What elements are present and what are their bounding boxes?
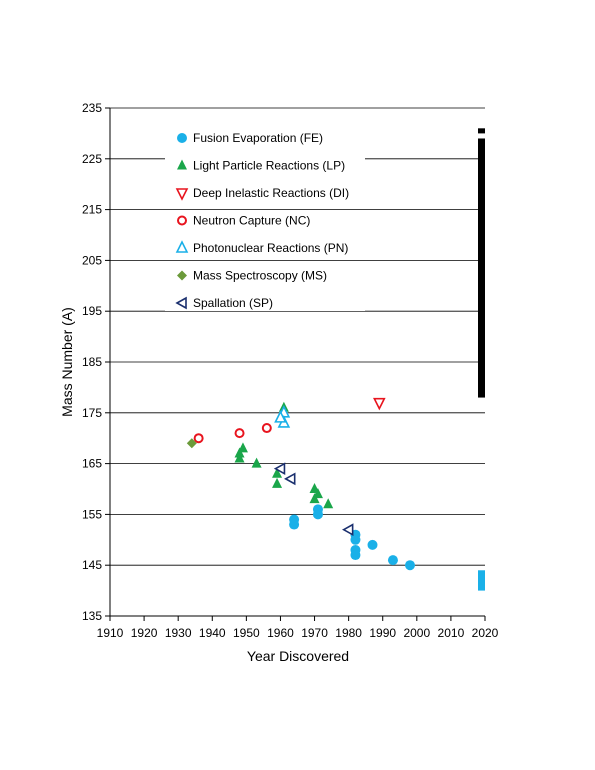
y-tick-label: 185 [82, 355, 102, 369]
legend-label: Spallation (SP) [193, 296, 273, 310]
data-points [186, 397, 415, 571]
x-tick-label: 1970 [301, 626, 328, 640]
x-tick-label: 2000 [403, 626, 430, 640]
legend-bg [165, 240, 365, 256]
x-tick-label: 1990 [369, 626, 396, 640]
point-lp [272, 467, 283, 478]
y-tick-label: 235 [82, 101, 102, 115]
y-axis-title: Mass Number (A) [59, 307, 75, 417]
point-di [373, 397, 386, 411]
x-tick-label: 1940 [199, 626, 226, 640]
point-sp [284, 472, 296, 486]
legend-label: Deep Inelastic Reactions (DI) [193, 186, 349, 200]
x-tick-label: 1920 [131, 626, 158, 640]
point-fe [350, 550, 361, 561]
point-fe [405, 560, 415, 571]
y-tick-label: 205 [82, 253, 102, 267]
point-nc [234, 428, 245, 439]
y-ticks: 135 145 155 165 175 185 195 205 215 225 235 [82, 101, 110, 623]
point-fe [367, 539, 378, 550]
bar-2020 [478, 128, 485, 134]
legend-bg [165, 267, 365, 284]
legend-bg [165, 212, 365, 229]
legend-label: Fusion Evaporation (FE) [193, 131, 323, 145]
bar-2020 [478, 570, 485, 591]
legend-marker-pn [175, 240, 189, 253]
legend-marker-lp [177, 159, 187, 170]
point-lp [272, 477, 283, 488]
point-fe [387, 555, 398, 566]
legend-label: Light Particle Reactions (LP) [193, 159, 345, 173]
point-lp [234, 452, 245, 463]
point-lp [234, 447, 245, 458]
legend-marker-sp [175, 296, 187, 310]
legend-marker-fe [177, 133, 187, 143]
point-sp [273, 462, 286, 476]
y-tick-label: 155 [82, 507, 102, 521]
legend-label: Photonuclear Reactions (PN) [193, 241, 348, 255]
x-tick-label: 1980 [335, 626, 362, 640]
point-sp [341, 523, 354, 536]
x-tick-label: 1910 [97, 626, 124, 640]
point-lp [251, 457, 262, 468]
x-axis-title: Year Discovered [247, 648, 349, 664]
bar-2020 [478, 138, 485, 398]
x-tick-label: 1950 [233, 626, 260, 640]
point-pn [274, 410, 287, 423]
y-tick-label: 215 [82, 203, 102, 217]
y-tick-label: 135 [82, 609, 102, 623]
legend-bg [165, 185, 365, 201]
y-tick-label: 175 [82, 406, 102, 420]
x-tick-label: 2020 [472, 626, 499, 640]
legend-bg [165, 130, 365, 146]
x-tick-label: 1930 [165, 626, 192, 640]
gridlines [110, 107, 485, 566]
point-lp [312, 488, 323, 499]
y-tick-label: 195 [82, 304, 102, 318]
legend-bg [165, 295, 365, 311]
point-fe [312, 509, 323, 520]
legend-label: Neutron Capture (NC) [193, 214, 310, 228]
point-ms [186, 438, 197, 449]
x-ticks: 1910 1920 1930 1940 1950 1960 1970 1980 1990 2000… [97, 616, 499, 640]
legend-marker-nc [177, 215, 187, 226]
legend-bg [165, 157, 365, 174]
point-lp [237, 442, 248, 453]
y-tick-label: 165 [82, 457, 102, 471]
point-fe [289, 519, 300, 530]
point-lp [323, 498, 334, 509]
legend-marker-ms [177, 270, 187, 281]
point-nc [193, 433, 204, 444]
legend-marker-di [175, 188, 189, 201]
bars-2020 [478, 128, 485, 591]
x-tick-label: 2010 [438, 626, 465, 640]
point-nc [261, 423, 272, 434]
legend: Fusion Evaporation (FE) Light Particle Re… [165, 130, 365, 311]
y-tick-label: 145 [82, 558, 102, 572]
point-fe [350, 534, 361, 545]
x-tick-label: 1960 [267, 626, 294, 640]
y-tick-label: 225 [82, 152, 102, 166]
point-lp [309, 493, 320, 504]
legend-label: Mass Spectroscopy (MS) [193, 269, 327, 283]
